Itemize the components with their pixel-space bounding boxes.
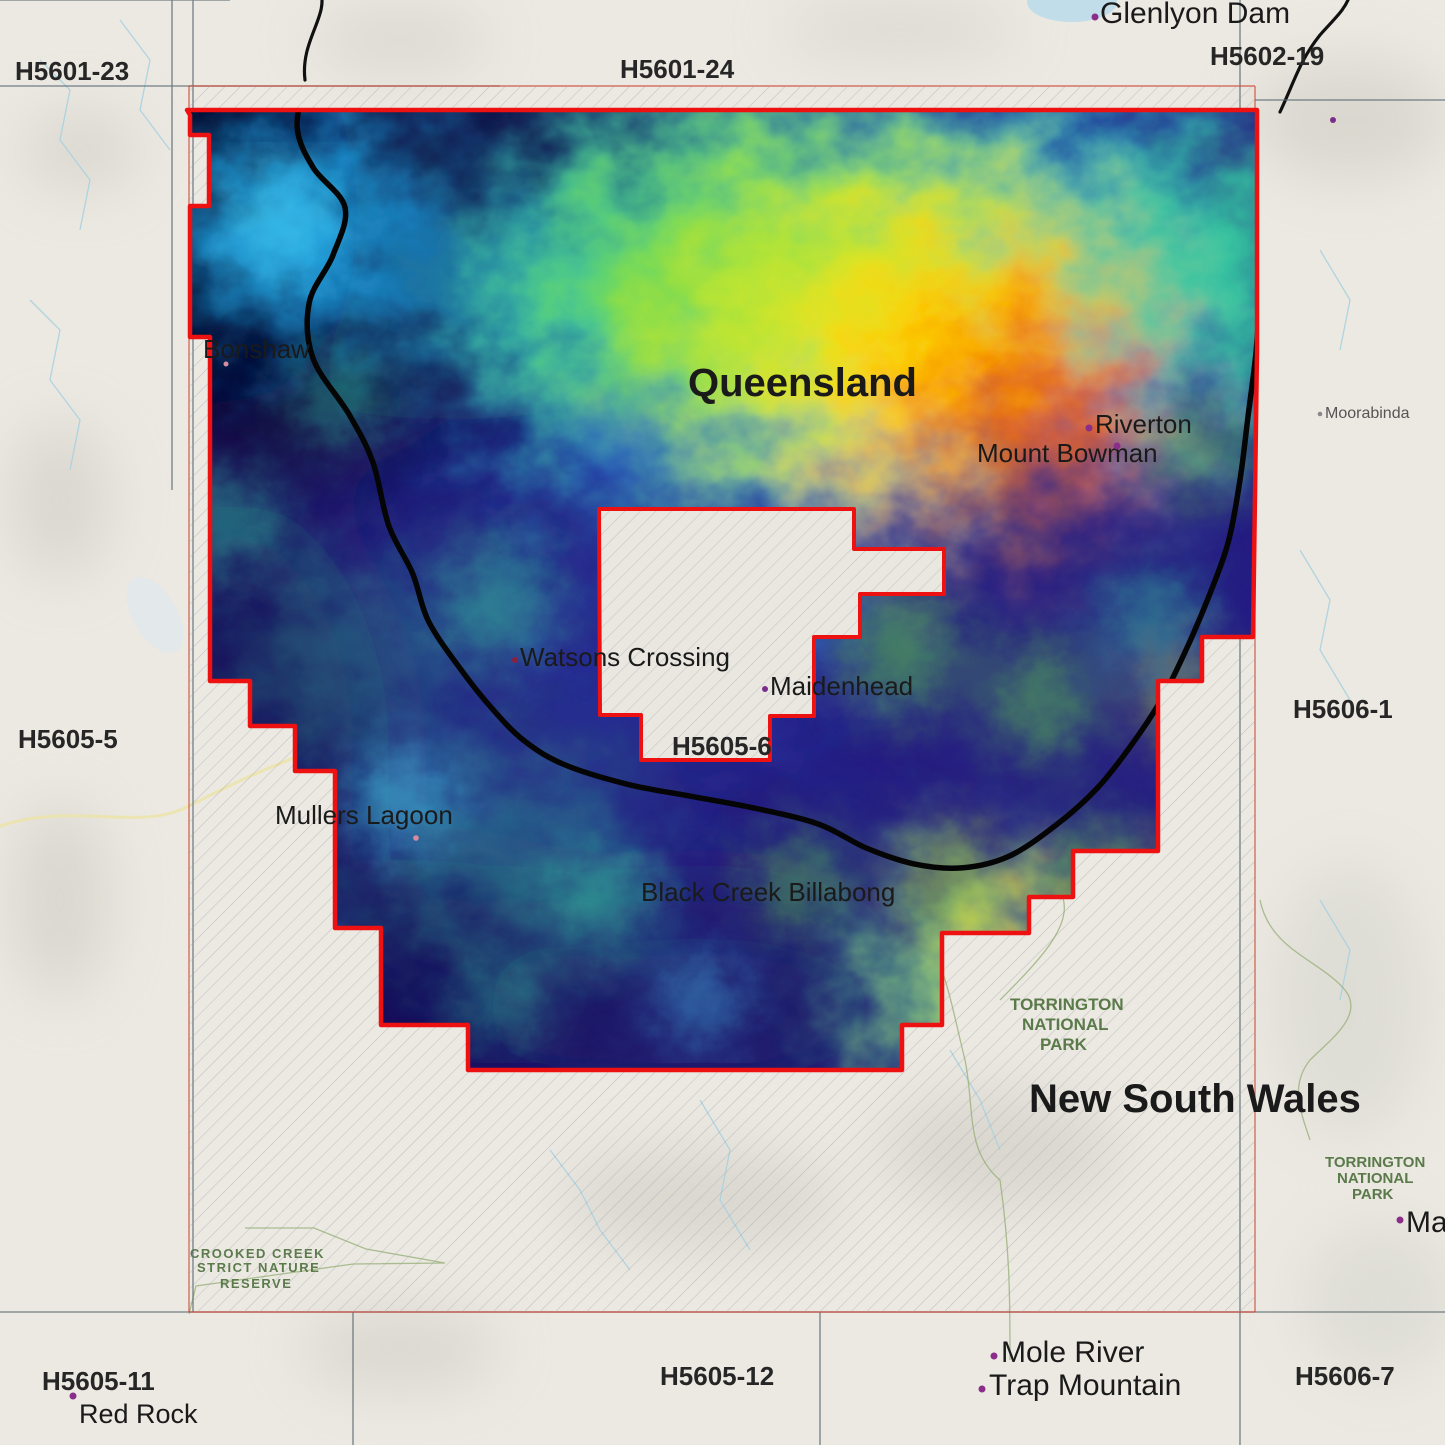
svg-text:Maid: Maid [1406, 1206, 1445, 1239]
svg-text:H5606-7: H5606-7 [1295, 1361, 1395, 1391]
svg-text:H5602-19: H5602-19 [1210, 41, 1324, 71]
svg-text:Watsons Crossing: Watsons Crossing [520, 642, 730, 672]
svg-text:Moorabinda: Moorabinda [1325, 405, 1410, 422]
svg-text:Bonshaw: Bonshaw [203, 334, 310, 364]
svg-text:Red Rock: Red Rock [79, 1399, 198, 1429]
svg-text:H5605-5: H5605-5 [18, 724, 118, 754]
svg-text:H5601-24: H5601-24 [620, 54, 735, 84]
svg-text:PARK: PARK [1352, 1186, 1394, 1203]
svg-text:H5605-11: H5605-11 [42, 1366, 155, 1396]
svg-text:NATIONAL: NATIONAL [1022, 1015, 1109, 1034]
svg-text:H5606-1: H5606-1 [1293, 694, 1393, 724]
svg-text:PARK: PARK [1040, 1035, 1088, 1054]
svg-text:H5605-12: H5605-12 [660, 1361, 774, 1391]
svg-text:Riverton: Riverton [1095, 409, 1192, 439]
svg-text:H5605-6: H5605-6 [672, 731, 772, 761]
svg-text:NATIONAL: NATIONAL [1337, 1170, 1413, 1187]
svg-text:Black Creek Billabong: Black Creek Billabong [641, 877, 895, 907]
svg-text:Maidenhead: Maidenhead [770, 671, 913, 701]
svg-text:New South Wales: New South Wales [1029, 1077, 1361, 1121]
svg-text:TORRINGTON: TORRINGTON [1325, 1154, 1425, 1171]
svg-text:Mullers Lagoon: Mullers Lagoon [275, 800, 453, 830]
svg-text:Mole River: Mole River [1001, 1336, 1144, 1369]
svg-text:Queensland: Queensland [688, 361, 917, 405]
svg-text:Glenlyon Dam: Glenlyon Dam [1100, 0, 1290, 30]
svg-text:TORRINGTON: TORRINGTON [1010, 995, 1124, 1014]
svg-text:Trap Mountain: Trap Mountain [989, 1369, 1181, 1402]
svg-text:Mount Bowman: Mount Bowman [977, 438, 1158, 468]
svg-text:H5601-23: H5601-23 [15, 56, 129, 86]
